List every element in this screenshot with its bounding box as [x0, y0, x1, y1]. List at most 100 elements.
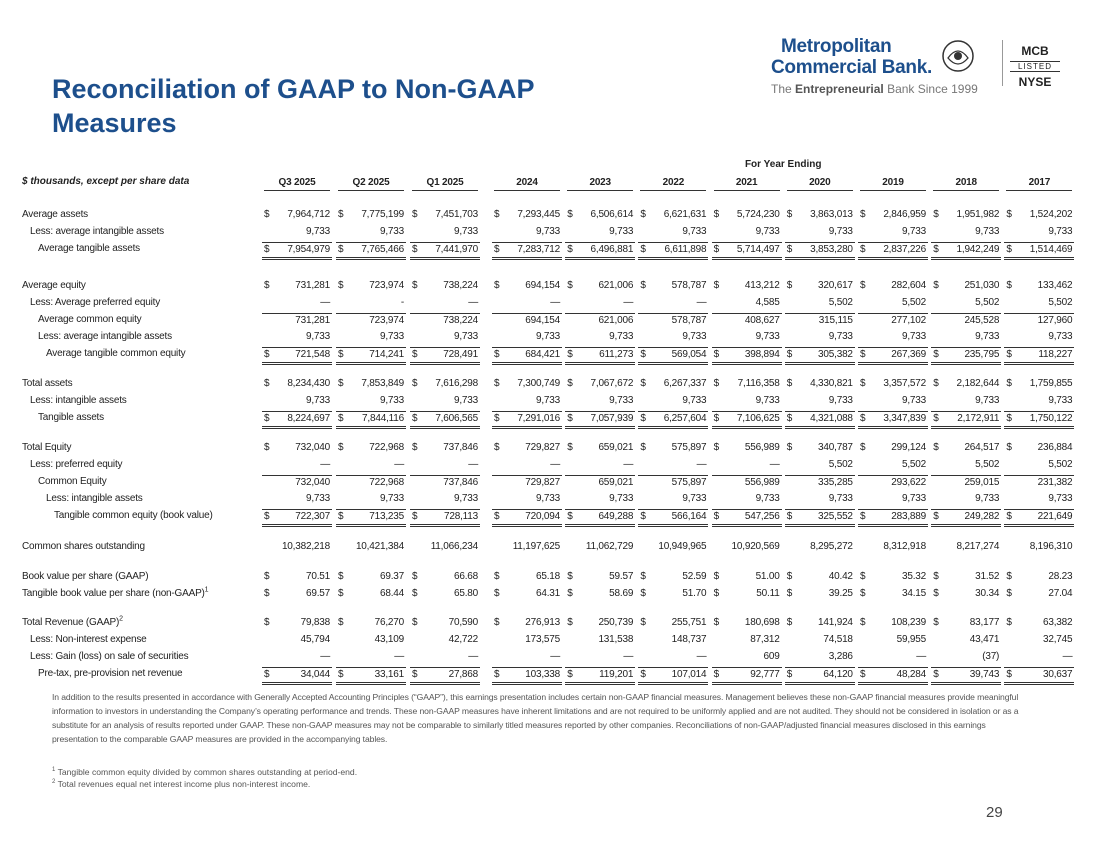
value-cell: 729,827 — [492, 475, 562, 490]
value: 9,733 — [975, 331, 1000, 342]
currency-symbol: $ — [264, 349, 270, 360]
value: 7,057,939 — [590, 413, 634, 424]
value-cell: 9,733 — [638, 492, 708, 506]
currency-symbol: $ — [412, 378, 418, 389]
value: 70.51 — [305, 571, 330, 582]
value-cell: 9,733 — [931, 394, 1001, 408]
value: 7,964,712 — [287, 209, 330, 220]
currency-symbol: $ — [860, 511, 866, 522]
currency-symbol: $ — [567, 413, 573, 424]
value-cell: 335,285 — [784, 475, 855, 490]
value: 43,109 — [374, 634, 405, 645]
value-cell: — — [262, 458, 332, 472]
value: 282,604 — [891, 280, 926, 291]
value: 621,006 — [598, 315, 634, 326]
value: 1,524,202 — [1029, 209, 1073, 220]
value-cell: — — [410, 458, 480, 472]
row-label: Less: intangible assets — [30, 394, 127, 408]
currency-symbol: $ — [933, 209, 939, 220]
value: 731,281 — [295, 280, 330, 291]
currency-symbol: $ — [1006, 280, 1012, 291]
value: 59.57 — [609, 571, 634, 582]
value: 9,733 — [609, 395, 634, 406]
currency-symbol: $ — [860, 413, 866, 424]
row-label: Average tangible assets — [38, 242, 140, 256]
currency-symbol: $ — [713, 571, 720, 582]
value: 9,733 — [755, 493, 780, 504]
value-cell: $714,241 — [336, 347, 406, 365]
currency-symbol: $ — [264, 617, 270, 628]
value-cell: — — [262, 296, 332, 310]
value-cell: $107,014 — [638, 667, 709, 685]
value-cell: 277,102 — [858, 313, 928, 328]
value: 51.00 — [755, 571, 780, 582]
value: 59,955 — [896, 634, 927, 645]
value: 87,312 — [750, 634, 780, 645]
currency-symbol: $ — [494, 588, 500, 599]
value: 276,913 — [525, 617, 560, 628]
currency-symbol: $ — [640, 442, 646, 453]
value-cell: 8,196,310 — [1004, 540, 1074, 554]
value-cell: 9,733 — [931, 225, 1001, 239]
value: 9,733 — [379, 493, 404, 504]
value: 722,968 — [369, 442, 404, 453]
value-cell: $4,330,821 — [785, 377, 855, 391]
value-cell: $52.59 — [638, 570, 708, 584]
value: 9,733 — [379, 331, 404, 342]
currency-symbol: $ — [567, 442, 573, 453]
listing-exchange: NYSE — [1018, 75, 1052, 89]
value-cell: $221,649 — [1004, 509, 1075, 527]
value-cell: 131,538 — [565, 633, 635, 647]
value-cell: 609 — [712, 650, 782, 664]
value: 35.32 — [901, 571, 926, 582]
value-cell: — — [858, 650, 928, 664]
value: 9,733 — [305, 331, 330, 342]
value: 9,733 — [305, 226, 330, 237]
row-label-text: Average tangible common equity — [46, 348, 186, 359]
value: 64,120 — [823, 669, 853, 680]
currency-symbol: $ — [933, 280, 939, 291]
value-cell: $7,775,199 — [336, 208, 406, 222]
currency-symbol: $ — [640, 280, 646, 291]
value: 221,649 — [1037, 511, 1073, 522]
value-cell: — — [565, 650, 635, 664]
value: 31.52 — [975, 571, 1000, 582]
currency-symbol: $ — [338, 588, 344, 599]
row-label: Common Equity — [38, 475, 107, 489]
value: 575,897 — [671, 477, 707, 488]
row-label: Less: Non-interest expense — [30, 633, 147, 647]
value-cell: 9,733 — [336, 330, 406, 344]
value: 43,471 — [969, 634, 1000, 645]
value-cell: $34.15 — [858, 587, 928, 601]
value-cell: — — [1004, 650, 1074, 664]
value: 70,590 — [448, 617, 479, 628]
slide-title: Reconciliation of GAAP to Non-GAAP Measu… — [52, 74, 535, 138]
value-cell: $1,951,982 — [931, 208, 1001, 222]
value-cell: 9,733 — [858, 330, 928, 344]
currency-symbol: $ — [1006, 617, 1012, 628]
value: 737,846 — [443, 442, 478, 453]
value: - — [400, 297, 404, 308]
value-cell: $7,057,939 — [565, 411, 636, 429]
value-cell: $8,224,697 — [262, 411, 332, 429]
value-cell: $251,030 — [931, 279, 1001, 293]
value: — — [550, 459, 560, 470]
value-cell: 5,502 — [931, 458, 1001, 472]
column-header: Q3 2025 — [264, 176, 330, 191]
value-cell: $64.31 — [492, 587, 562, 601]
row-label-text: Total Equity — [22, 442, 72, 453]
value-cell: $737,846 — [410, 441, 480, 455]
value-cell: 9,733 — [492, 492, 562, 506]
value-cell: 9,733 — [410, 225, 480, 239]
value-cell: $684,421 — [492, 347, 562, 365]
value-cell: $59.57 — [565, 570, 635, 584]
currency-symbol: $ — [713, 349, 720, 360]
value-cell: — — [410, 650, 480, 664]
value-cell: 722,968 — [336, 475, 406, 490]
currency-symbol: $ — [264, 511, 270, 522]
row-label-text: Tangible common equity (book value) — [54, 510, 213, 521]
value: 283,889 — [891, 511, 926, 522]
value-cell: $7,844,116 — [336, 411, 406, 429]
column-header: 2023 — [567, 176, 634, 191]
page-number: 29 — [986, 804, 1003, 821]
